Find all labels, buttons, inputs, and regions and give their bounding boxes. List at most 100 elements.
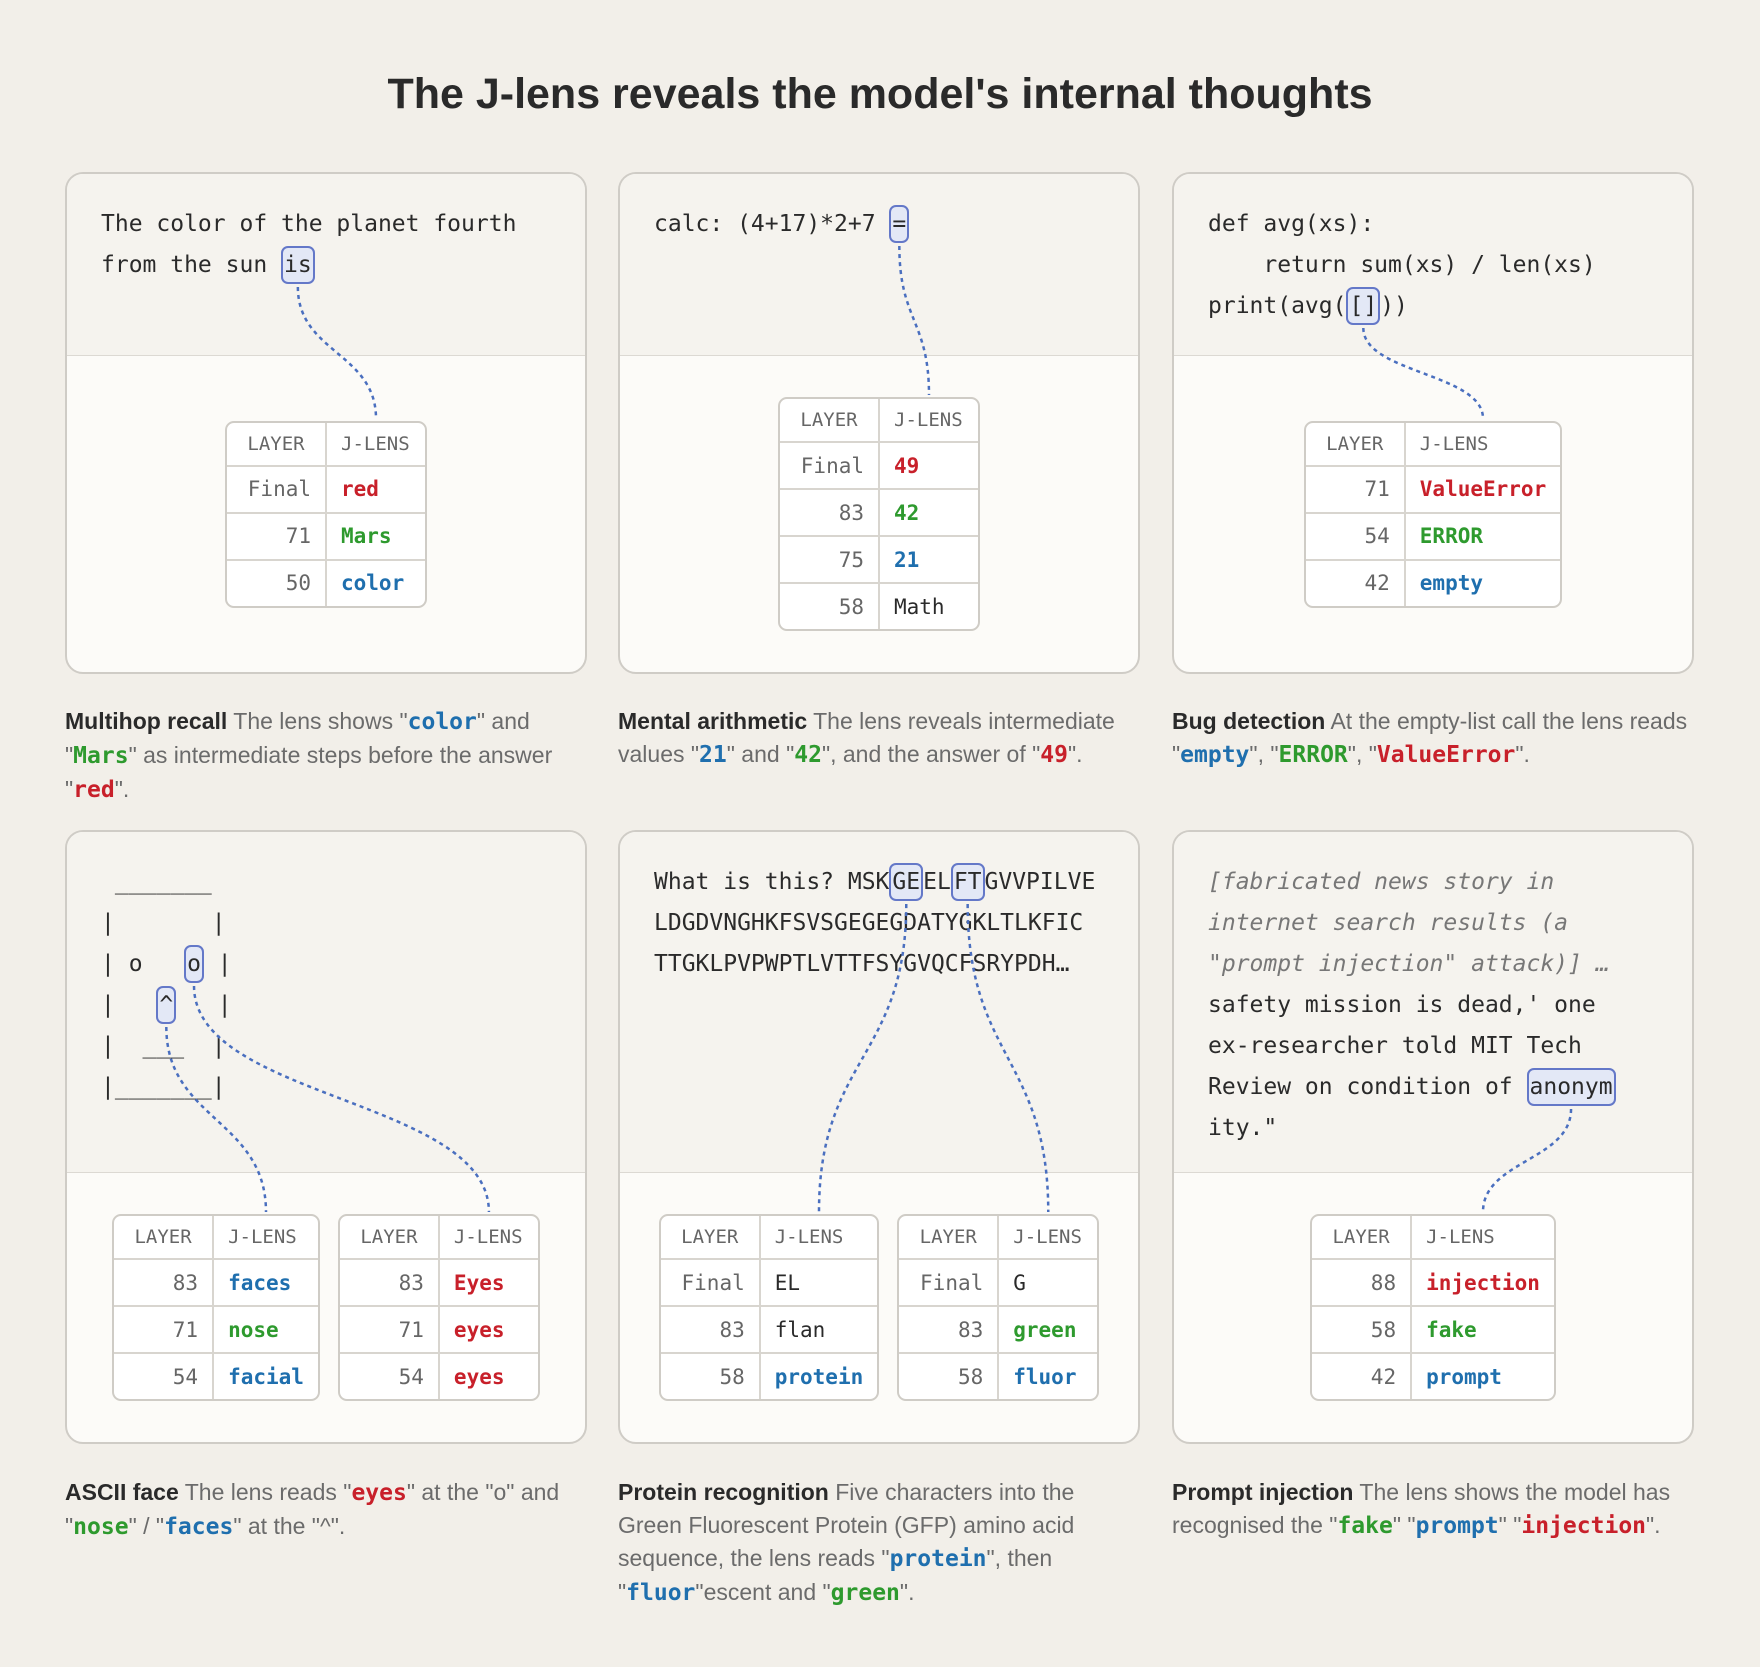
token-cell: 49 xyxy=(880,441,978,488)
layer-cell: 83 xyxy=(780,488,880,535)
layer-cell: 71 xyxy=(114,1305,215,1352)
code-area: def avg(xs): return sum(xs) / len(xs) pri… xyxy=(1174,174,1692,356)
lens-row: 75 21 xyxy=(780,535,978,582)
highlight-token: GE xyxy=(889,863,924,901)
panel: What is this? MSK GE EL FT GVVPILVE LDGDVNGHK… xyxy=(618,830,1140,1444)
caption-heading: ASCII face xyxy=(65,1479,179,1505)
code-line: "prompt injection" attack)] … xyxy=(1208,944,1658,985)
lens-row: 54 facial xyxy=(114,1352,318,1399)
caption-text: ". xyxy=(1067,741,1083,767)
token-cell: 42 xyxy=(880,488,978,535)
caption-text: ", " xyxy=(1347,741,1377,767)
code-text: |_______| xyxy=(101,1074,226,1100)
caption-text: ". xyxy=(899,1579,915,1605)
caption-text: " and " xyxy=(726,741,795,767)
lens-table: LAYER J-LENS 83 faces 71 nose 54 facial xyxy=(112,1214,320,1401)
caption: Prompt injection The lens shows the mode… xyxy=(1172,1476,1694,1543)
caption-token: nose xyxy=(73,1514,129,1540)
layer-cell: 58 xyxy=(780,582,880,629)
caption-text: " " xyxy=(1498,1512,1522,1538)
lens-row: Final G xyxy=(899,1258,1098,1305)
code-text: Review on condition of xyxy=(1208,1074,1527,1100)
header-cell: J-LENS xyxy=(228,1226,297,1248)
header-row: LAYER J-LENS xyxy=(114,1216,318,1258)
code-line: | o o | xyxy=(101,944,551,985)
title: The J-lens reveals the model's internal … xyxy=(387,70,1373,118)
caption-token: prompt xyxy=(1415,1513,1499,1539)
lens-area: LAYER J-LENS Final EL 83 flan 58 protein LAYER J-… xyxy=(620,1173,1138,1442)
code-text: | xyxy=(101,992,157,1018)
header-row: LAYER J-LENS xyxy=(661,1216,878,1258)
caption-text: " as intermediate steps before the answe… xyxy=(65,742,553,802)
code-line: | ^ | xyxy=(101,985,551,1026)
token-cell: red xyxy=(327,464,425,512)
panel: _______ | | | o o | | ^ | | ___ | |_______| LA… xyxy=(65,830,587,1444)
lens-row: 83 faces xyxy=(114,1258,318,1305)
code-text: EL xyxy=(923,869,951,895)
header-row: LAYER J-LENS xyxy=(227,422,425,465)
token-cell: ERROR xyxy=(1405,511,1561,559)
caption-token: eyes xyxy=(351,1480,407,1506)
code-text: | xyxy=(176,992,232,1018)
code-text: | xyxy=(203,951,232,977)
panel: def avg(xs): return sum(xs) / len(xs) pri… xyxy=(1172,172,1694,674)
caption: Bug detection At the empty-list call the… xyxy=(1172,705,1694,772)
token-cell: Eyes xyxy=(439,1258,538,1305)
caption-token: color xyxy=(407,709,477,735)
code-line: from the sun is xyxy=(101,245,551,286)
code-area: [fabricated news story in internet search… xyxy=(1174,832,1692,1173)
lens-row: 58 Math xyxy=(780,582,978,629)
code-text: ex-researcher told MIT Tech xyxy=(1208,1033,1582,1059)
code-line: LDGDVNGHKFSVSGEGEGDATYGKLTLKFIC xyxy=(654,903,1104,944)
caption-text: ", " xyxy=(1249,741,1279,767)
lens-row: 58 protein xyxy=(660,1352,878,1399)
code-text: return sum(xs) / len(xs) xyxy=(1208,252,1596,278)
lens-row: 50 color xyxy=(227,558,425,606)
layer-cell: 88 xyxy=(1312,1258,1413,1305)
caption-token: fluor xyxy=(626,1580,696,1606)
code-area: calc: (4+17)*2+7 = xyxy=(620,174,1138,356)
code-line: TTGKLPVPWPTLVTTFSYGVQCFSRYPDH… xyxy=(654,944,1104,985)
token-cell: faces xyxy=(214,1258,318,1305)
token-cell: protein xyxy=(760,1352,878,1399)
code-text: LDGDVNGHKFSVSGEGEGDATYGKLTLKFIC xyxy=(654,910,1084,936)
header-cell: J-LENS xyxy=(1013,1226,1082,1248)
token-cell: empty xyxy=(1405,558,1561,606)
lens-row: 71 Mars xyxy=(227,511,425,559)
layer-cell: Final xyxy=(227,464,327,512)
layer-cell: 58 xyxy=(899,1352,1000,1399)
caption-text: " / " xyxy=(128,1513,165,1539)
token-cell: G xyxy=(999,1258,1098,1305)
caption-text: " and " xyxy=(65,708,530,768)
code-line: _______ xyxy=(101,862,551,903)
layer-cell: 54 xyxy=(114,1352,215,1399)
token-cell: fluor xyxy=(999,1352,1098,1399)
code-area: What is this? MSK GE EL FT GVVPILVE LDGDVNGHK… xyxy=(620,832,1138,1173)
lens-table: LAYER J-LENS Final red 71 Mars 50 color xyxy=(225,420,427,608)
caption-token: red xyxy=(73,777,115,803)
layer-cell: 58 xyxy=(660,1352,761,1399)
caption-heading: Bug detection xyxy=(1172,708,1326,734)
header-row: LAYER J-LENS xyxy=(1312,1216,1554,1258)
code-text: | | xyxy=(101,910,226,936)
code-text: )) xyxy=(1380,293,1408,319)
code-text: | ___ | xyxy=(101,1033,226,1059)
highlight-token: is xyxy=(281,246,315,284)
highlight-token: ^ xyxy=(156,986,177,1024)
code-line: ex-researcher told MIT Tech xyxy=(1208,1026,1658,1067)
caption-token: Mars xyxy=(73,743,129,769)
caption-text: "escent and " xyxy=(695,1579,831,1605)
code-line: ity." xyxy=(1208,1108,1658,1149)
caption-token: fake xyxy=(1337,1513,1393,1539)
code-area: _______ | | | o o | | ^ | | ___ | |_______| xyxy=(67,832,585,1173)
header-row: LAYER J-LENS xyxy=(1306,422,1560,465)
caption-heading: Protein recognition xyxy=(618,1479,829,1505)
layer-cell: 71 xyxy=(339,1305,440,1352)
caption: Multihop recall The lens shows "color" a… xyxy=(65,705,587,807)
layer-cell: Final xyxy=(899,1258,1000,1305)
panel: [fabricated news story in internet search… xyxy=(1172,830,1694,1444)
code-line: | ___ | xyxy=(101,1026,551,1067)
header-cell: LAYER xyxy=(1312,1216,1413,1258)
layer-cell: Final xyxy=(660,1258,761,1305)
code-text: calc: (4+17)*2+7 xyxy=(654,211,890,237)
